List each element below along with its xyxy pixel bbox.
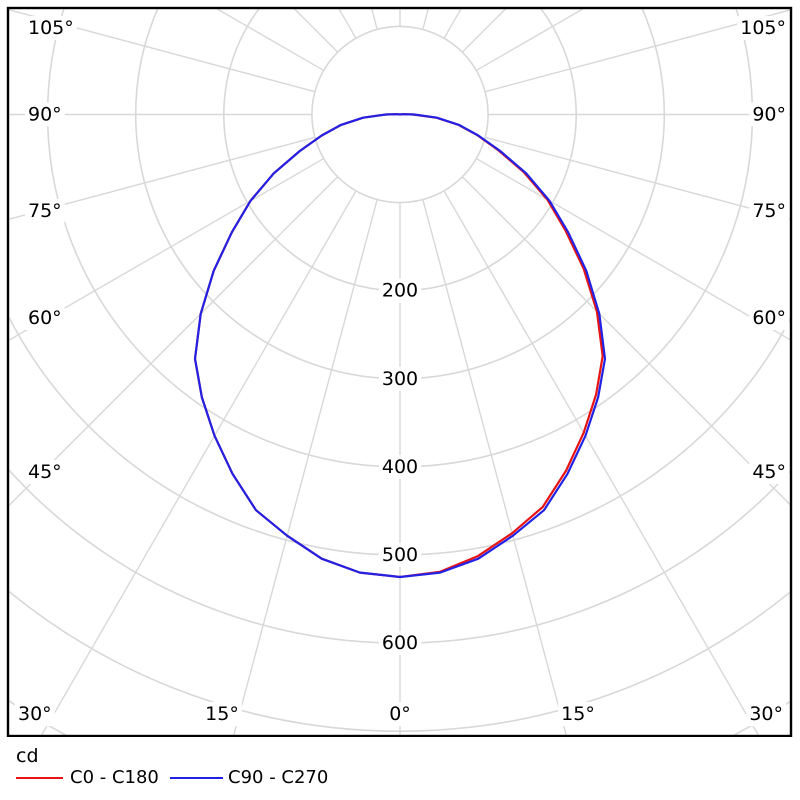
angle-label-bottom-1: 0°: [389, 703, 411, 725]
radial-tick-600: 600: [382, 632, 418, 654]
grid-ray-105: [484, 9, 790, 93]
grid-ray-60: [475, 157, 790, 341]
angle-label-left-45°-bg: [25, 460, 65, 484]
angle-label-bottom-left-corner-bg: [15, 702, 55, 726]
angle-label-left-75°-bg: [25, 199, 65, 223]
angle-label-bottom-1-bg: [386, 702, 414, 726]
plot-border: [6, 6, 793, 738]
radial-tick-500: 500: [382, 544, 418, 566]
angle-label-bottom-0: 15°: [205, 703, 239, 725]
angle-label-left-60°-bg: [25, 306, 65, 330]
curve-c90-c270: [193, 113, 607, 579]
angle-label-left-45°: 45°: [28, 461, 62, 483]
polar-chart: 105° 90° 75° 60° 45° 105° 90° 75° 60° 45° 30° 15° 0°…: [6, 6, 793, 738]
radial-tick-500-bg: [378, 543, 422, 567]
angle-label-right-105°-bg: [737, 16, 789, 40]
legend-label-c90-c270: C90 - C270: [228, 767, 329, 788]
angle-label-bottom-right-corner-bg: [746, 702, 786, 726]
radial-tick-600-bg: [378, 631, 422, 656]
legend-line-c90-c270: [170, 777, 223, 779]
angle-label-bottom-2-bg: [558, 702, 598, 726]
angle-label-bottom-right-corner: 30°: [749, 703, 783, 725]
legend-label-c0-c180: C0 - C180: [70, 767, 159, 788]
angle-label-right-45°: 45°: [752, 461, 786, 483]
radial-tick-400-bg: [378, 454, 422, 479]
angle-label-left-90°-bg: [25, 102, 65, 127]
radial-tick-400: 400: [382, 456, 418, 478]
angle-label-right-45°-bg: [749, 460, 789, 484]
grid-ray-315: [9, 176, 339, 507]
angle-label-right-105°: 105°: [740, 17, 786, 39]
angle-label-right-75°: 75°: [752, 200, 786, 222]
angle-label-left-105°-bg: [25, 16, 77, 40]
legend: cd C0 - C180 C90 - C270: [0, 737, 800, 800]
grid-ray-330: [41, 190, 357, 735]
radial-tick-300-bg: [378, 366, 422, 391]
grid-ray-30: [443, 190, 759, 735]
angle-label-left-105°: 105°: [28, 17, 74, 39]
radial-tick-200-bg: [378, 278, 422, 303]
radial-tick-300: 300: [382, 368, 418, 390]
radial-tick-200: 200: [382, 280, 418, 302]
angle-label-right-90°: 90°: [752, 104, 786, 126]
polar-photometric-diagram: 105° 90° 75° 60° 45° 105° 90° 75° 60° 45° 30° 15° 0°…: [6, 6, 793, 738]
angle-label-right-60°: 60°: [752, 307, 786, 329]
grid-ray-45: [461, 176, 790, 506]
angle-label-right-60°-bg: [749, 306, 789, 330]
grid-ray-15: [422, 199, 567, 735]
curve-c0-c180: [193, 113, 604, 579]
angle-label-right-75°-bg: [749, 199, 789, 223]
grid-ray-255: [9, 9, 316, 93]
angle-label-left-60°: 60°: [28, 307, 62, 329]
angle-label-bottom-2: 15°: [561, 703, 595, 725]
grid-ray-285: [9, 136, 316, 220]
legend-line-c0-c180: [16, 777, 63, 779]
angle-label-right-90°-bg: [749, 102, 789, 127]
axis-labels: 105° 90° 75° 60° 45° 105° 90° 75° 60° 45° 30° 15° 0°…: [15, 16, 789, 726]
grid-ray-345: [233, 199, 378, 735]
angle-label-bottom-0-bg: [202, 702, 242, 726]
angle-label-left-90°: 90°: [28, 104, 62, 126]
grid-ray-75: [484, 136, 790, 220]
angle-label-left-75°: 75°: [28, 200, 62, 222]
angle-label-bottom-left-corner: 30°: [18, 703, 52, 725]
curves: [193, 113, 607, 579]
legend-unit-label: cd: [16, 745, 39, 767]
grid-ray-300: [9, 157, 325, 341]
